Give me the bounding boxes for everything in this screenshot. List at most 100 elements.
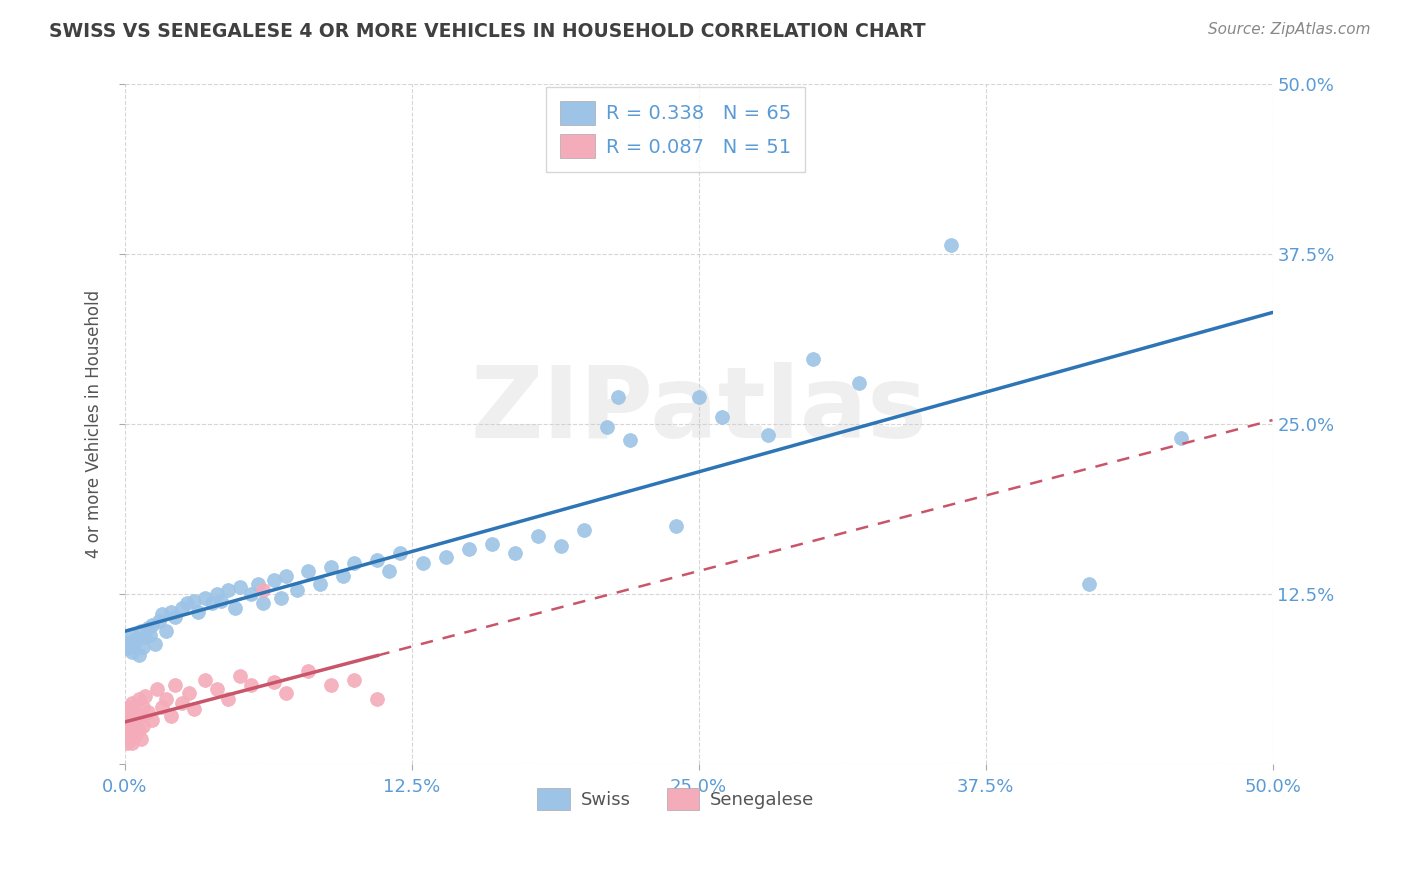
Point bbox=[209, 594, 232, 608]
Point bbox=[263, 574, 285, 588]
Point bbox=[129, 624, 152, 638]
Point bbox=[263, 675, 285, 690]
Point bbox=[343, 556, 366, 570]
Point bbox=[150, 699, 173, 714]
Point bbox=[129, 709, 152, 723]
Point bbox=[1077, 577, 1099, 591]
Point bbox=[114, 727, 136, 741]
Point bbox=[607, 390, 630, 404]
Point bbox=[194, 673, 217, 687]
Point bbox=[118, 699, 141, 714]
Point bbox=[165, 678, 187, 692]
Point bbox=[165, 610, 187, 624]
Point bbox=[148, 614, 170, 628]
Point bbox=[114, 723, 136, 737]
Point bbox=[240, 587, 263, 601]
Point bbox=[129, 732, 152, 747]
Point bbox=[128, 691, 150, 706]
Point bbox=[201, 597, 224, 611]
Point bbox=[139, 628, 162, 642]
Point bbox=[665, 519, 688, 533]
Point bbox=[527, 528, 550, 542]
Point bbox=[252, 582, 274, 597]
Point bbox=[115, 641, 138, 656]
Point bbox=[246, 577, 269, 591]
Point bbox=[136, 621, 159, 635]
Point bbox=[321, 678, 343, 692]
Y-axis label: 4 or more Vehicles in Household: 4 or more Vehicles in Household bbox=[86, 290, 103, 558]
Point bbox=[710, 410, 733, 425]
Point bbox=[118, 727, 141, 741]
Point bbox=[121, 723, 143, 737]
Point bbox=[159, 709, 181, 723]
Point bbox=[125, 632, 148, 646]
Point bbox=[596, 420, 619, 434]
Point bbox=[146, 682, 169, 697]
Point bbox=[503, 546, 526, 560]
Point bbox=[136, 705, 159, 719]
Point bbox=[122, 705, 145, 719]
Point bbox=[121, 628, 143, 642]
Point bbox=[252, 597, 274, 611]
Point bbox=[128, 648, 150, 662]
Point bbox=[366, 691, 388, 706]
Point bbox=[194, 591, 217, 605]
Point bbox=[115, 719, 138, 733]
Point bbox=[118, 634, 141, 648]
Point bbox=[122, 719, 145, 733]
Legend: Swiss, Senegalese: Swiss, Senegalese bbox=[524, 775, 827, 822]
Point bbox=[125, 727, 148, 741]
Point bbox=[389, 546, 412, 560]
Point bbox=[155, 691, 177, 706]
Point bbox=[228, 668, 250, 682]
Point bbox=[217, 582, 239, 597]
Point bbox=[141, 618, 163, 632]
Point bbox=[114, 732, 136, 747]
Point bbox=[378, 564, 401, 578]
Point bbox=[756, 428, 779, 442]
Point bbox=[177, 686, 200, 700]
Point bbox=[121, 714, 143, 728]
Point bbox=[321, 559, 343, 574]
Point bbox=[285, 582, 308, 597]
Point bbox=[121, 645, 143, 659]
Point bbox=[332, 569, 354, 583]
Point bbox=[458, 542, 481, 557]
Point bbox=[121, 696, 143, 710]
Point bbox=[434, 550, 457, 565]
Point bbox=[121, 736, 143, 750]
Point bbox=[132, 640, 155, 654]
Point bbox=[172, 600, 194, 615]
Point bbox=[132, 699, 155, 714]
Point bbox=[224, 600, 246, 615]
Point bbox=[228, 580, 250, 594]
Point bbox=[118, 732, 141, 747]
Point bbox=[572, 523, 595, 537]
Point bbox=[848, 376, 870, 391]
Point bbox=[115, 730, 138, 744]
Point bbox=[115, 736, 138, 750]
Point bbox=[217, 691, 239, 706]
Point bbox=[619, 434, 641, 448]
Point bbox=[688, 390, 710, 404]
Point bbox=[183, 594, 205, 608]
Text: ZIPatlas: ZIPatlas bbox=[470, 362, 927, 459]
Point bbox=[122, 637, 145, 651]
Point bbox=[240, 678, 263, 692]
Point bbox=[141, 714, 163, 728]
Point bbox=[128, 723, 150, 737]
Point bbox=[115, 714, 138, 728]
Point bbox=[114, 716, 136, 731]
Point bbox=[297, 564, 319, 578]
Point bbox=[205, 682, 228, 697]
Point bbox=[274, 686, 297, 700]
Point bbox=[118, 705, 141, 719]
Point bbox=[134, 689, 156, 703]
Point bbox=[412, 556, 434, 570]
Point bbox=[941, 237, 963, 252]
Point bbox=[122, 730, 145, 744]
Point bbox=[172, 696, 194, 710]
Point bbox=[183, 702, 205, 716]
Point bbox=[205, 587, 228, 601]
Point bbox=[550, 540, 572, 554]
